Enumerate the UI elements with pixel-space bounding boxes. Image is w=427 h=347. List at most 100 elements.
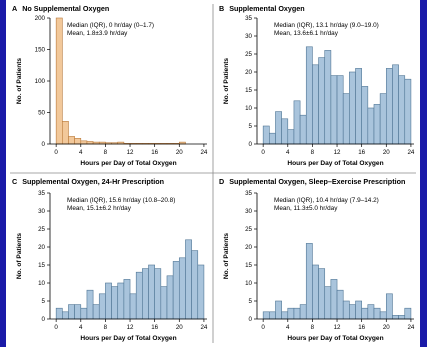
y-axis-label: No. of Patients — [223, 233, 230, 279]
bar — [197, 264, 205, 320]
bar — [62, 311, 69, 320]
panel-title: C Supplemental Oxygen, 24-Hr Prescription — [12, 177, 164, 186]
bar — [379, 93, 387, 145]
bar — [281, 311, 289, 320]
bar — [129, 293, 137, 320]
bars — [262, 46, 412, 145]
bar — [74, 138, 82, 145]
bar — [398, 75, 406, 145]
bar — [312, 264, 319, 320]
bar — [330, 279, 338, 320]
stats-annotation: Median (IQR), 0 hr/day (0–1.7) — [67, 22, 154, 29]
x-tick-label: 4 — [286, 149, 290, 156]
panel-letter: B — [219, 4, 224, 13]
y-tick-label: 200 — [35, 15, 46, 22]
bar — [275, 300, 282, 320]
bar — [142, 268, 149, 320]
bar — [262, 125, 270, 145]
bar — [336, 289, 344, 320]
x-tick-label: 0 — [261, 324, 265, 331]
x-tick-label: 24 — [407, 149, 414, 156]
bar — [135, 271, 143, 320]
y-tick-label: 25 — [38, 226, 45, 233]
bar — [55, 307, 63, 320]
bar — [287, 307, 295, 320]
bar — [367, 107, 375, 145]
bar — [385, 293, 393, 320]
y-axis-label: No. of Patients — [223, 58, 230, 104]
bar — [191, 250, 199, 320]
bar — [269, 311, 276, 320]
bar — [330, 75, 338, 145]
bar — [86, 289, 94, 320]
x-axis-label: Hours per Day of Total Oxygen — [287, 160, 383, 167]
bar — [98, 293, 106, 320]
y-tick-label: 50 — [38, 110, 45, 117]
y-tick-label: 0 — [42, 141, 46, 148]
panel-letter: C — [12, 177, 17, 186]
x-tick-label: 4 — [79, 149, 83, 156]
bar — [178, 257, 186, 320]
bar — [123, 279, 131, 320]
bar — [361, 307, 369, 320]
x-tick-label: 20 — [176, 324, 183, 331]
bar — [80, 307, 88, 320]
x-tick-label: 16 — [151, 149, 158, 156]
bar — [404, 307, 412, 320]
y-tick-label: 10 — [245, 280, 252, 287]
bar — [336, 75, 344, 145]
x-tick-label: 12 — [334, 324, 341, 331]
bar — [361, 86, 369, 145]
bar — [355, 300, 362, 320]
y-tick-label: 5 — [249, 123, 253, 130]
bar — [80, 140, 88, 145]
x-tick-label: 8 — [104, 149, 108, 156]
x-tick-label: 4 — [79, 324, 83, 331]
y-axis-label: No. of Patients — [16, 233, 23, 279]
y-tick-label: 15 — [38, 262, 45, 269]
x-axis-label: Hours per Day of Total Oxygen — [287, 335, 383, 342]
y-tick-label: 5 — [42, 298, 46, 305]
bar — [404, 78, 412, 145]
panel-letter: D — [219, 177, 224, 186]
panel-title: D Supplemental Oxygen, Sleep–Exercise Pre… — [219, 177, 405, 186]
bar — [305, 243, 313, 320]
y-tick-label: 0 — [249, 316, 253, 323]
bar — [355, 68, 362, 145]
y-tick-label: 15 — [245, 262, 252, 269]
y-tick-label: 30 — [245, 208, 252, 215]
bar — [172, 261, 180, 320]
stats-annotation: Mean, 1.8±3.9 hr/day — [67, 30, 128, 37]
bar — [287, 129, 295, 145]
y-tick-label: 150 — [35, 47, 46, 54]
x-tick-label: 24 — [200, 149, 207, 156]
bar — [349, 304, 356, 320]
x-tick-label: 16 — [358, 324, 365, 331]
bar — [154, 268, 162, 320]
bar — [275, 111, 282, 145]
panel-a: A No Supplemental Oxygen 0 50 100 150 200 0 4 8 12… — [12, 4, 208, 167]
bar — [299, 114, 307, 145]
bar — [105, 282, 112, 320]
x-tick-label: 12 — [334, 149, 341, 156]
x-axis-label: Hours per Day of Total Oxygen — [80, 160, 176, 167]
bar — [385, 68, 393, 145]
x-tick-label: 0 — [54, 324, 58, 331]
x-tick-label: 20 — [383, 149, 390, 156]
y-tick-label: 10 — [245, 105, 252, 112]
y-tick-label: 20 — [245, 69, 252, 76]
y-tick-label: 35 — [38, 190, 45, 197]
panel-title-text: Supplemental Oxygen, Sleep–Exercise Pres… — [229, 177, 405, 186]
bar — [55, 17, 63, 145]
bar — [392, 315, 399, 320]
y-tick-label: 35 — [245, 190, 252, 197]
x-tick-label: 12 — [127, 149, 134, 156]
bar — [299, 304, 307, 320]
y-tick-label: 30 — [245, 33, 252, 40]
y-tick-label: 100 — [35, 78, 46, 85]
bar — [373, 104, 381, 145]
bar — [324, 286, 332, 320]
bar — [62, 121, 69, 145]
stats-annotation: Mean, 15.1±6.2 hr/day — [67, 205, 132, 212]
